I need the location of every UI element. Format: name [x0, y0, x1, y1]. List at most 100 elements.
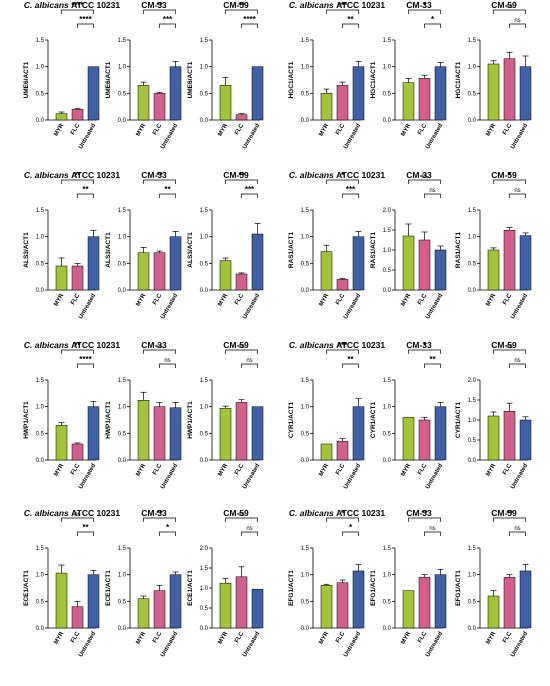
chart-panel: CM-59 0.0 0.5 1.0 1.5 EFG1/ACT1 MYR FLCUntreate…	[455, 508, 532, 659]
chart-panel: CM-33 0.0 0.5 1.0 1.5 2.0 RAS1/ACT1 MYR FLCUntre…	[370, 170, 447, 321]
x-tick-label: Untreated	[343, 463, 362, 491]
significance-label: ns	[429, 188, 435, 194]
significance-label: ***	[245, 185, 255, 194]
y-tick-label: 0.5	[118, 261, 127, 267]
y-tick-label: 1.0	[118, 573, 127, 579]
significance-bracket	[61, 9, 94, 14]
x-tick-label: FLC	[417, 462, 428, 476]
significance-label: **	[421, 509, 428, 518]
significance-bracket	[159, 363, 176, 368]
bar-myr	[219, 260, 232, 291]
significance-bracket	[225, 517, 258, 522]
y-tick-label: 0.5	[301, 599, 310, 605]
significance-bracket	[342, 23, 359, 28]
chart-panel: C. albicans ATCC 10231 0.0 0.5 1.0 1.5 CYR1/A…	[288, 340, 385, 490]
y-tick-label: 1.0	[118, 405, 127, 411]
x-tick-label: FLC	[335, 292, 346, 306]
y-tick-label: 1.0	[468, 418, 477, 424]
significance-label: ns	[246, 526, 252, 532]
y-tick-label: 0.0	[468, 118, 477, 124]
significance-label: **	[347, 355, 354, 364]
bar-flc	[153, 406, 166, 461]
significance-bracket	[241, 23, 258, 28]
x-tick-label: MYR	[53, 462, 65, 477]
y-tick-label: 0.0	[36, 118, 45, 124]
chart-panel: CM-59 0.0 0.5 1.0 1.5 2.0 CYR1/ACT1 MYR FLCUntre…	[455, 340, 532, 490]
y-tick-label: 0.5	[468, 261, 477, 267]
x-tick-label: MYR	[400, 122, 412, 137]
significance-label: ns	[514, 18, 520, 24]
bar-flc	[153, 252, 166, 291]
x-tick-label: MYR	[318, 122, 330, 137]
x-tick-label: MYR	[53, 630, 65, 645]
x-tick-label: FLC	[417, 630, 428, 644]
chart-title: CM-33	[141, 170, 167, 180]
x-tick-label: MYR	[400, 630, 412, 645]
x-tick-label: MYR	[485, 630, 497, 645]
bar-untreated	[169, 66, 182, 121]
y-tick-label: 0.0	[383, 458, 392, 464]
y-tick-label: 0.5	[118, 91, 127, 97]
significance-label: *	[341, 171, 345, 180]
x-tick-label: Untreated	[343, 631, 362, 659]
y-tick-label: 1.0	[468, 573, 477, 579]
chart-title: CM-59	[491, 508, 517, 518]
y-axis-label: CYR1/ACT1	[455, 402, 462, 439]
x-tick-label: FLC	[502, 462, 513, 476]
y-tick-label: 0.5	[118, 599, 127, 605]
significance-label: *	[423, 341, 427, 350]
significance-label: *	[166, 523, 170, 532]
significance-label: **	[82, 185, 89, 194]
significance-label: ns	[238, 512, 244, 518]
x-tick-label: Untreated	[425, 463, 444, 491]
y-tick-label: 1.0	[383, 65, 392, 71]
y-tick-label: 1.0	[36, 573, 45, 579]
chart-panel: CM-33 0.0 0.5 1.0 1.5 EFG1/ACT1 MYR FLCUntreate…	[370, 508, 447, 658]
significance-bracket	[241, 363, 258, 368]
significance-bracket	[241, 193, 258, 198]
y-axis-label: CYR1/ACT1	[288, 402, 295, 439]
bar-myr	[55, 265, 68, 291]
significance-label: ns	[514, 188, 520, 194]
significance-bracket	[493, 9, 526, 14]
significance-label: **	[506, 509, 513, 518]
y-tick-label: 0.0	[383, 118, 392, 124]
significance-bracket	[493, 179, 526, 184]
y-tick-label: 1.0	[301, 405, 310, 411]
y-tick-label: 1.5	[200, 566, 209, 572]
bar-flc	[71, 443, 84, 461]
x-tick-label: Untreated	[242, 463, 261, 491]
significance-bracket	[225, 179, 258, 184]
y-tick-label: 0.0	[468, 458, 477, 464]
significance-bracket	[143, 9, 176, 14]
bar-myr	[320, 585, 333, 629]
y-tick-label: 1.5	[301, 546, 310, 552]
bar-myr	[320, 443, 333, 461]
x-tick-label: MYR	[318, 292, 330, 307]
bar-flc	[503, 58, 516, 121]
y-tick-label: 1.0	[301, 235, 310, 241]
significance-bracket	[159, 193, 176, 198]
y-tick-label: 1.0	[36, 65, 45, 71]
y-tick-label: 0.0	[36, 288, 45, 294]
chart-panel: C. albicans ATCC 10231 0.0 0.5 1.0 1.5 HWP1/A…	[23, 340, 120, 490]
y-tick-label: 1.0	[468, 235, 477, 241]
bar-myr	[219, 408, 232, 461]
significance-label: *	[508, 171, 512, 180]
bar-flc	[153, 590, 166, 629]
bar-flc	[71, 265, 84, 291]
bar-flc	[235, 402, 248, 461]
significance-bracket	[326, 517, 359, 522]
x-tick-label: MYR	[217, 462, 229, 477]
x-tick-label: FLC	[335, 122, 346, 136]
x-tick-label: Untreated	[425, 293, 444, 321]
bar-untreated	[519, 570, 532, 629]
chart-title: CM-33	[406, 508, 432, 518]
y-tick-label: 0.0	[118, 458, 127, 464]
bar-flc	[336, 279, 349, 291]
significance-label: ****	[79, 355, 92, 364]
x-tick-label: Untreated	[510, 631, 529, 659]
significance-bracket	[241, 531, 258, 536]
bar-myr	[402, 82, 415, 121]
